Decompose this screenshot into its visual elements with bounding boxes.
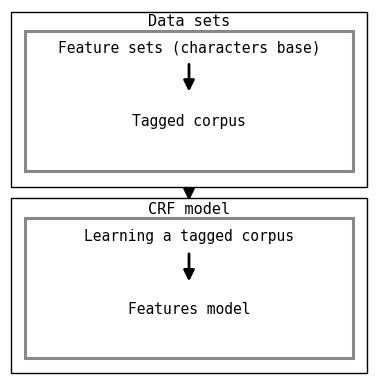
Bar: [11, 198, 367, 373]
Bar: [25, 31, 353, 171]
Text: CRF model: CRF model: [148, 203, 230, 217]
Text: Learning a tagged corpus: Learning a tagged corpus: [84, 229, 294, 244]
Text: Data sets: Data sets: [148, 14, 230, 28]
Text: Features model: Features model: [128, 303, 250, 317]
Text: Tagged corpus: Tagged corpus: [132, 114, 246, 129]
Bar: [25, 218, 353, 358]
Bar: [11, 12, 367, 187]
Text: Feature sets (characters base): Feature sets (characters base): [58, 41, 320, 55]
